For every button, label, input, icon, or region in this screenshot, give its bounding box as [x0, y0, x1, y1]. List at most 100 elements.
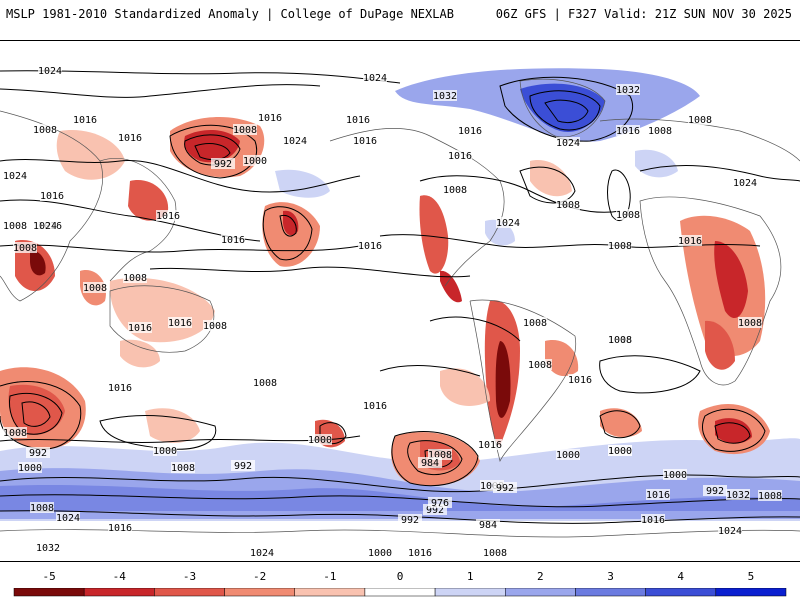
colorbar-tick-label: 3: [607, 570, 614, 583]
isobar-label-bg: [233, 124, 257, 135]
isobar-label: 1008: [253, 378, 277, 389]
isobar-label: 1000: [556, 450, 580, 461]
isobar-label-bg: [13, 242, 37, 253]
isobar-label: 1024: [718, 526, 742, 537]
isobar-label: 1016: [646, 490, 670, 501]
isobar-label-bg: [398, 514, 422, 525]
north-atlantic-negative: [530, 160, 572, 197]
isobar-label: 1024: [38, 66, 62, 77]
isobar-label-bg: [648, 125, 672, 136]
isobar-label-bg: [56, 512, 80, 523]
isobar-label-bg: [118, 132, 142, 143]
isobar-label-bg: [211, 158, 235, 169]
isobar-label: 1008: [480, 481, 504, 492]
isobar-label: 984: [421, 458, 439, 469]
isobar-label-bg: [608, 240, 632, 251]
isobar-label: 976: [431, 498, 449, 509]
colorbar: -5 -4 -3 -2 -1 0 1 2 3 4 5: [0, 570, 800, 600]
isobar-label: 1008: [483, 548, 507, 559]
colorbar-segment: [224, 588, 295, 597]
isobar-label: 1000: [663, 470, 687, 481]
colorbar-segment: [364, 588, 436, 597]
isobar-label-bg: [733, 177, 757, 188]
isobar-label: 1008: [648, 126, 672, 137]
isobar-label: 1016: [168, 318, 192, 329]
isobar-label: 1008: [171, 463, 195, 474]
isobar-label: 992: [706, 486, 724, 497]
southern-africa-negative: [705, 320, 735, 370]
isobar-label-bg: [493, 482, 517, 493]
isobar-label: 1008: [30, 503, 54, 514]
isobar-label-bg: [523, 317, 547, 328]
south-america-coastline: [469, 299, 577, 463]
isobar-label-bg: [108, 522, 132, 533]
greenland-coastline: [519, 78, 606, 138]
colorbar-segment: [294, 588, 366, 597]
colorbar-graphic: [13, 588, 787, 597]
isobar-label-bg: [168, 317, 192, 328]
isobar-label: 1008: [233, 125, 257, 136]
isobar-label-bg: [40, 190, 64, 201]
alaska-positive: [275, 169, 330, 198]
isobar-label: 1008: [523, 318, 547, 329]
isobar-label-bg: [556, 137, 580, 148]
isobar-label-bg: [483, 547, 507, 558]
colorbar-segment: [13, 588, 85, 597]
colorbar-segment: [434, 588, 506, 597]
isobar-label: 1016: [156, 211, 180, 222]
isobar-label-bg: [568, 374, 592, 385]
isobar-label-bg: [443, 184, 467, 195]
colorbar-tick-label: -4: [112, 570, 126, 583]
isobar-label-bg: [616, 84, 640, 95]
isobar-label: 1024: [250, 548, 274, 559]
isobar-label-bg: [408, 547, 432, 558]
north-america-coastline: [329, 128, 505, 287]
isobar-label: 1008: [443, 185, 467, 196]
isobar-label: 1000: [368, 548, 392, 559]
isobar-label-bg: [641, 514, 665, 525]
isobar-label-bg: [363, 400, 387, 411]
isobar-label: 1000: [153, 446, 177, 457]
isobar-label-bg: [258, 112, 282, 123]
map-title: MSLP 1981-2010 Standardized Anomaly | Co…: [6, 7, 454, 21]
isobar-label: 1016: [408, 548, 432, 559]
colorbar-tick-label: -2: [253, 570, 267, 583]
isobars: [0, 70, 800, 524]
antarctica-coastline: [0, 529, 800, 538]
isobar-label-bg: [3, 220, 27, 231]
indian-ocean-low-core: [715, 418, 752, 444]
isobar-label: 1016: [73, 115, 97, 126]
europe-coastline: [599, 118, 800, 162]
isobar-label-bg: [433, 90, 457, 101]
isobar-label: 1024: [363, 73, 387, 84]
colorbar-tick-label: -3: [182, 570, 197, 583]
isobar-label: 1024: [733, 178, 757, 189]
isobar-label: 1016: [448, 151, 472, 162]
south-pacific-negative: [440, 368, 490, 406]
isobar-label-bg: [73, 114, 97, 125]
isobar-label: 992: [401, 515, 419, 526]
isobar-label: 992: [496, 483, 514, 494]
colorbar-tick-label: 2: [537, 570, 544, 583]
anomaly-map[interactable]: 1024 1024 1032 1032 1016 1016 1008 1016 1024 1016…: [0, 40, 800, 562]
isobar-label-bg: [253, 377, 277, 388]
isobar-label-bg: [528, 359, 552, 370]
australia-sw-negative-core: [8, 384, 65, 435]
isobar-label: 1000: [18, 463, 42, 474]
coastlines: [0, 78, 800, 538]
isobar-label: 1008: [203, 321, 227, 332]
colorbar-segment: [645, 588, 717, 597]
isobar-label: 992: [426, 505, 444, 516]
isobar-label-bg: [346, 114, 370, 125]
isobar-label-bg: [556, 449, 580, 460]
isobar-label: 1008: [608, 241, 632, 252]
isobar-label-bg: [3, 170, 27, 181]
isobar-label-bg: [688, 114, 712, 125]
header: MSLP 1981-2010 Standardized Anomaly | Co…: [0, 0, 800, 30]
isobar-label-bg: [458, 125, 482, 136]
colorbar-segment: [575, 588, 646, 597]
isobar-label-bg: [478, 439, 502, 450]
colorbar-tick-label: -5: [42, 570, 56, 583]
isobar-label: 1008: [738, 318, 762, 329]
